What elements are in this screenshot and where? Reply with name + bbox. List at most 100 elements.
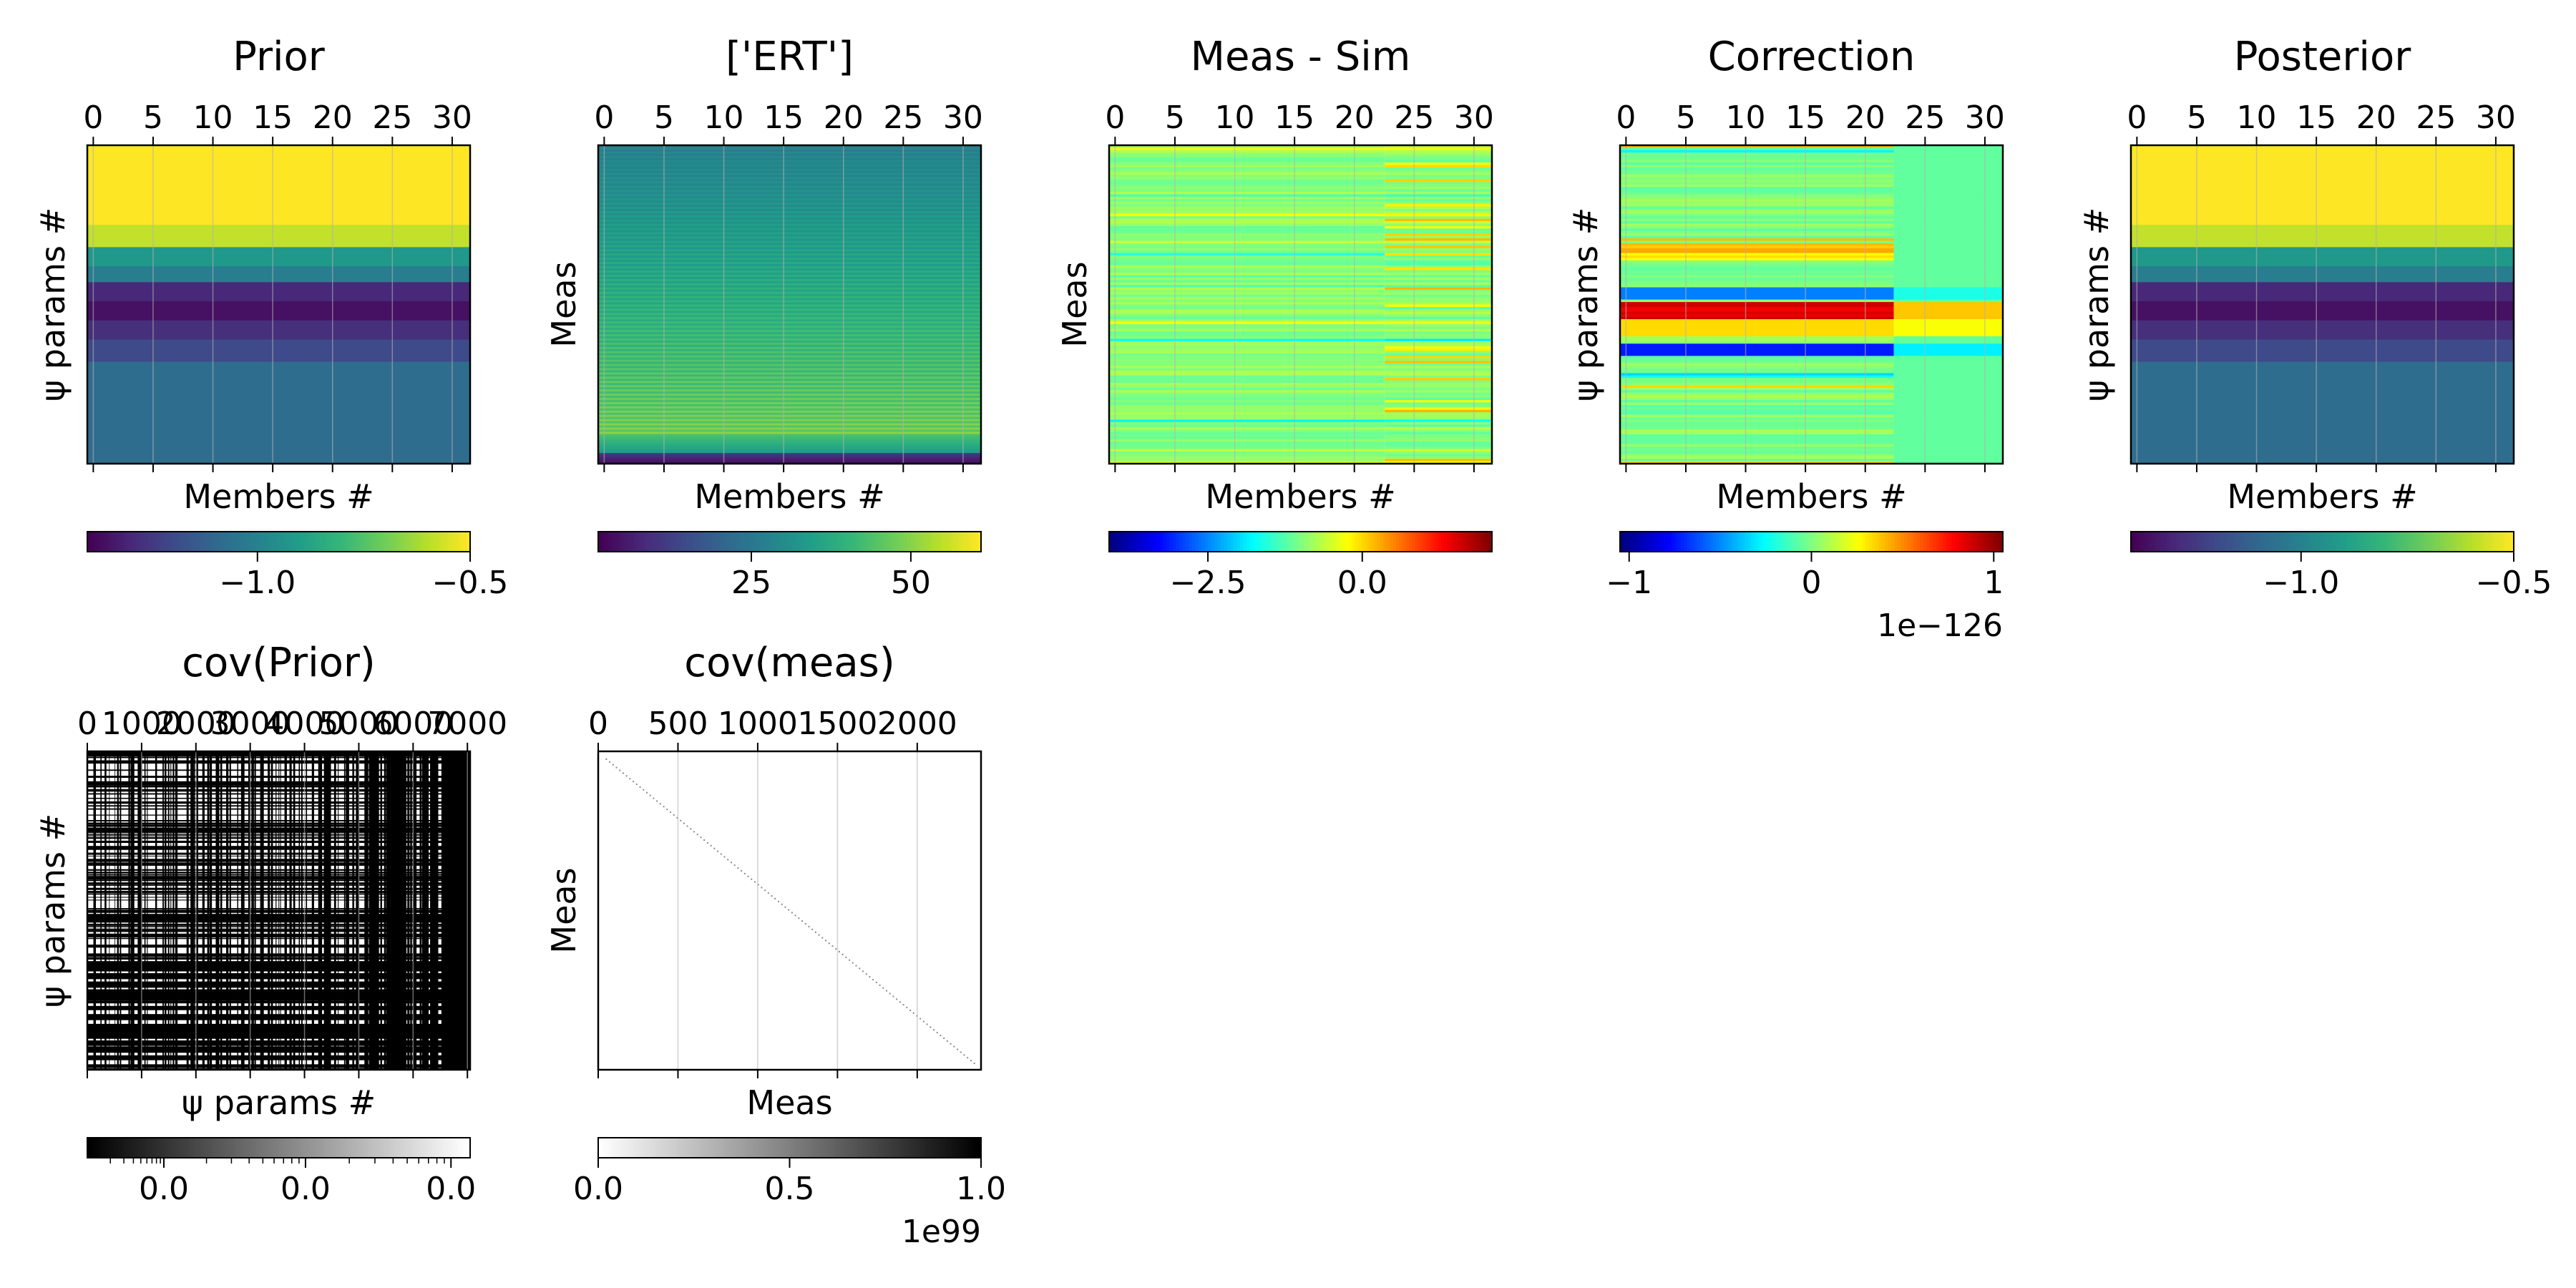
colorbar-cell bbox=[875, 1138, 879, 1158]
heatmap-row bbox=[1893, 348, 2003, 352]
heatmap-band bbox=[2131, 247, 2514, 267]
heatmap-row bbox=[598, 317, 981, 320]
heatmap-row bbox=[1109, 299, 1385, 303]
x-axis-label: Members # bbox=[2227, 477, 2417, 516]
cov-row bbox=[87, 884, 470, 886]
x-tick-label: 5 bbox=[654, 99, 674, 136]
heatmap-row bbox=[1893, 383, 2003, 386]
colorbar-cell bbox=[1632, 532, 1636, 552]
colorbar-cell bbox=[352, 532, 356, 552]
colorbar-cell bbox=[2230, 532, 2234, 552]
colorbar-cell bbox=[1176, 532, 1180, 552]
heatmap-row bbox=[1385, 341, 1492, 344]
heatmap-row bbox=[1620, 177, 1894, 180]
heatmap-row bbox=[1893, 277, 2003, 280]
cov-row bbox=[87, 926, 470, 927]
cov-row bbox=[87, 840, 470, 843]
colorbar-cell bbox=[221, 1138, 225, 1158]
colorbar-cell bbox=[1335, 532, 1340, 552]
colorbar-cell bbox=[1792, 532, 1796, 552]
heatmap-row bbox=[598, 293, 981, 297]
diagonal-point bbox=[831, 945, 834, 947]
colorbar-cell bbox=[122, 532, 127, 552]
heatmap-row bbox=[1109, 221, 1385, 225]
heatmap-row bbox=[1385, 270, 1492, 273]
colorbar-cell bbox=[106, 532, 110, 552]
colorbar-cell bbox=[780, 532, 784, 552]
colorbar-cell bbox=[364, 532, 369, 552]
heatmap-row bbox=[598, 319, 981, 322]
colorbar-cell bbox=[1974, 532, 1978, 552]
colorbar-cell bbox=[2182, 532, 2186, 552]
diagonal-point bbox=[892, 995, 894, 997]
colorbar-cell bbox=[844, 1138, 848, 1158]
heatmap-band bbox=[87, 225, 470, 248]
heatmap-row bbox=[598, 145, 981, 148]
colorbar-cell bbox=[281, 1138, 286, 1158]
colorbar-cell bbox=[789, 1138, 794, 1158]
colorbar-cell bbox=[1725, 532, 1729, 552]
heatmap-row bbox=[1620, 206, 1894, 210]
heatmap-row bbox=[1620, 383, 1894, 386]
diagonal-point bbox=[690, 828, 692, 830]
colorbar-cell bbox=[336, 532, 340, 552]
cov-row bbox=[87, 945, 470, 947]
colorbar-cell bbox=[1319, 532, 1324, 552]
heatmap-row bbox=[1109, 424, 1385, 428]
diagonal-point bbox=[862, 970, 864, 972]
diagonal-point bbox=[869, 976, 871, 978]
colorbar-cell bbox=[1964, 532, 1968, 552]
heatmap-image bbox=[598, 751, 981, 1070]
colorbar-cell bbox=[604, 1138, 608, 1158]
diagonal-point bbox=[960, 1051, 962, 1053]
heatmap-row bbox=[598, 427, 981, 431]
colorbar-cell bbox=[1153, 532, 1158, 552]
colorbar-cell bbox=[2261, 532, 2265, 552]
heatmap-row bbox=[598, 444, 981, 447]
colorbar-cell bbox=[234, 1138, 238, 1158]
diagonal-point bbox=[774, 897, 776, 899]
cov-row bbox=[87, 783, 470, 786]
x-tick-label: 500 bbox=[648, 706, 708, 742]
heatmap-row bbox=[1109, 160, 1385, 163]
heatmap-row bbox=[1109, 277, 1385, 280]
heatmap-row bbox=[1893, 363, 2003, 366]
heatmap-row bbox=[1620, 165, 1894, 168]
heatmap-row bbox=[1893, 395, 2003, 399]
colorbar-cell bbox=[923, 1138, 927, 1158]
colorbar-cell bbox=[668, 1138, 673, 1158]
colorbar-cell bbox=[1760, 532, 1765, 552]
x-tick-label: 15 bbox=[253, 99, 293, 136]
heatmap-row bbox=[1893, 258, 2003, 261]
heatmap-row bbox=[1109, 260, 1385, 263]
colorbar-cell bbox=[205, 532, 210, 552]
heatmap-row bbox=[598, 232, 981, 235]
heatmap-row bbox=[1109, 213, 1385, 217]
colorbar-cell bbox=[2188, 532, 2192, 552]
colorbar-cell bbox=[1626, 532, 1630, 552]
heatmap-row bbox=[598, 391, 981, 394]
colorbar-cell bbox=[1661, 532, 1666, 552]
colorbar-cell bbox=[965, 532, 969, 552]
colorbar-cell bbox=[164, 1138, 168, 1158]
heatmap-row bbox=[1620, 314, 1894, 318]
heatmap-row bbox=[1385, 285, 1492, 288]
heatmap-image bbox=[598, 145, 981, 464]
heatmap-row bbox=[1385, 439, 1492, 442]
colorbar-cell bbox=[416, 1138, 420, 1158]
heatmap-band bbox=[87, 361, 470, 464]
heatmap-row bbox=[1109, 243, 1385, 246]
colorbar-cell bbox=[2469, 532, 2473, 552]
colorbar-cell bbox=[971, 1138, 975, 1158]
colorbar-cell bbox=[1901, 532, 1905, 552]
cov-row bbox=[87, 935, 470, 938]
heatmap-row bbox=[598, 394, 981, 396]
heatmap-row bbox=[1893, 390, 2003, 394]
colorbar-cell bbox=[1348, 532, 1352, 552]
colorbar-cell bbox=[796, 1138, 800, 1158]
colorbar-cell bbox=[2373, 532, 2377, 552]
heatmap-row bbox=[1893, 250, 2003, 254]
colorbar-cell bbox=[687, 532, 691, 552]
colorbar-cell bbox=[940, 532, 944, 552]
heatmap-row bbox=[1109, 351, 1385, 354]
